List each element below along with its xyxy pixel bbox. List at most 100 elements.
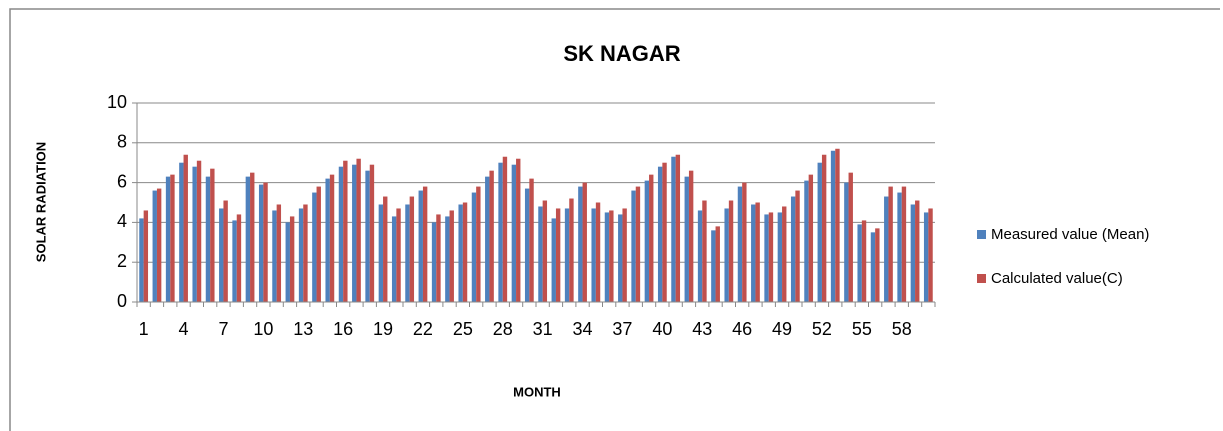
bar	[830, 150, 836, 302]
bar	[622, 208, 627, 302]
bar	[312, 192, 317, 302]
bar	[728, 200, 734, 302]
x-tick-label: 55	[852, 319, 872, 339]
bar	[928, 208, 933, 302]
bar	[569, 198, 574, 302]
bar	[870, 232, 876, 302]
x-tick-label: 52	[812, 319, 832, 339]
x-tick-label: 31	[533, 319, 553, 339]
legend-label: Measured value (Mean)	[991, 226, 1149, 243]
legend-swatch	[977, 274, 986, 283]
bar	[684, 176, 689, 302]
y-axis-label: SOLAR RADIATION	[33, 142, 48, 262]
bar	[618, 214, 623, 302]
x-tick-label: 28	[493, 319, 513, 339]
bar	[875, 228, 880, 302]
bar	[724, 208, 729, 302]
bar	[502, 156, 508, 302]
x-tick-label: 7	[218, 319, 228, 339]
bar	[352, 164, 357, 302]
bar	[183, 154, 188, 302]
x-tick-label: 34	[573, 319, 593, 339]
bar	[861, 220, 867, 302]
x-tick-label: 13	[293, 319, 313, 339]
x-tick-label: 16	[333, 319, 353, 339]
bar	[582, 182, 587, 302]
bar	[378, 204, 384, 302]
bar	[790, 196, 796, 302]
x-tick-label: 58	[892, 319, 912, 339]
bar	[383, 196, 388, 302]
legend-label: Calculated value(C)	[991, 270, 1123, 287]
bar	[329, 174, 335, 302]
bar	[817, 162, 822, 302]
y-tick-label: 8	[117, 132, 127, 152]
y-tick-label: 6	[117, 171, 127, 191]
x-tick-label: 1	[139, 319, 149, 339]
bar	[631, 190, 636, 302]
bar	[591, 208, 596, 302]
bar	[857, 224, 862, 302]
bar	[662, 162, 667, 302]
bar	[170, 174, 175, 302]
bar	[405, 204, 410, 302]
y-tick-label: 0	[117, 291, 127, 311]
bar	[782, 206, 787, 302]
bar	[409, 196, 415, 302]
bar	[258, 184, 264, 302]
bar	[139, 218, 144, 302]
bar	[343, 160, 348, 302]
bar	[179, 162, 184, 302]
bar	[649, 174, 654, 302]
bar	[205, 176, 211, 302]
bar	[609, 210, 614, 302]
legend-swatch	[977, 230, 986, 239]
bar	[289, 216, 295, 302]
chart-border	[9, 8, 1220, 431]
bar	[848, 172, 853, 302]
x-tick-label: 22	[413, 319, 433, 339]
bar	[564, 208, 570, 302]
bar	[688, 170, 694, 302]
bar	[635, 186, 641, 302]
bar	[764, 214, 769, 302]
bar	[272, 210, 277, 302]
bar	[192, 166, 197, 302]
bar	[165, 176, 171, 302]
bar	[422, 186, 428, 302]
bar	[436, 214, 441, 302]
bar	[245, 176, 251, 302]
bar	[768, 212, 774, 302]
bar	[777, 212, 783, 302]
x-tick-label: 4	[179, 319, 189, 339]
bar	[369, 164, 375, 302]
bar	[711, 230, 716, 302]
bar	[910, 204, 916, 302]
bar	[901, 186, 907, 302]
bar	[462, 202, 468, 302]
bar	[152, 190, 157, 302]
bar	[835, 148, 840, 302]
x-tick-label: 49	[772, 319, 792, 339]
bar	[529, 178, 534, 302]
bar	[604, 212, 610, 302]
bar	[338, 166, 344, 302]
bar	[737, 186, 743, 302]
bar	[808, 174, 814, 302]
bar	[196, 160, 202, 302]
y-tick-label: 10	[107, 92, 127, 112]
bar	[431, 222, 437, 302]
bar	[489, 170, 494, 302]
bar	[471, 192, 477, 302]
bar	[888, 186, 893, 302]
bar	[276, 204, 282, 302]
bar	[356, 158, 361, 302]
bar	[595, 202, 601, 302]
x-tick-label: 40	[652, 319, 672, 339]
bar	[316, 186, 321, 302]
bar	[365, 170, 370, 302]
bar	[844, 182, 849, 302]
y-tick-label: 2	[117, 251, 127, 271]
bar	[156, 188, 162, 302]
bar	[458, 204, 463, 302]
